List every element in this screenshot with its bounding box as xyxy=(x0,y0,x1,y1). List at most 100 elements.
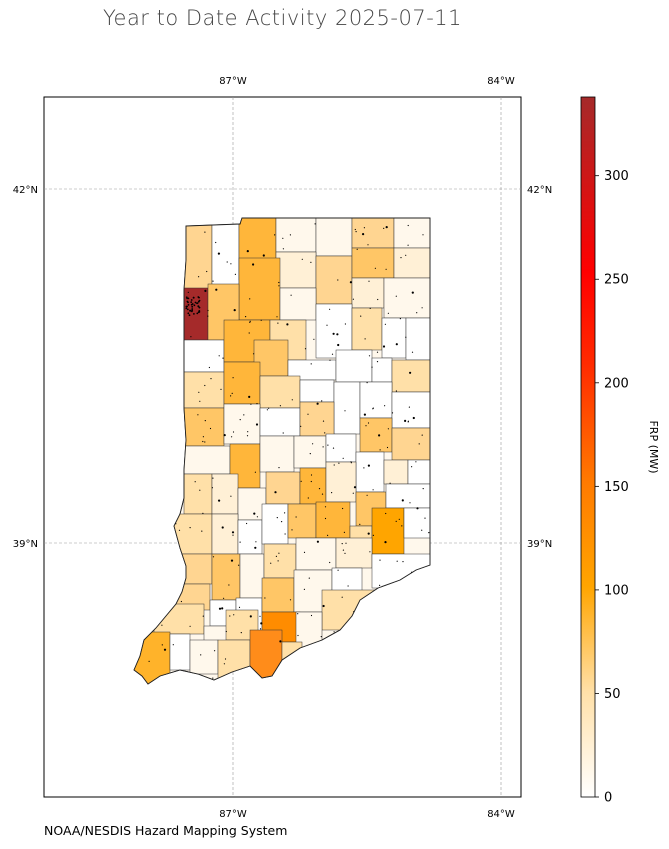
fire-point xyxy=(344,323,346,325)
fire-point xyxy=(395,295,397,297)
fire-point xyxy=(322,604,325,608)
fire-point xyxy=(260,319,262,321)
fire-point xyxy=(284,512,286,514)
fire-point xyxy=(230,559,234,562)
fire-point xyxy=(249,298,251,300)
fire-point xyxy=(190,303,193,306)
fire-point xyxy=(400,257,402,259)
fire-point xyxy=(329,561,331,564)
fire-point xyxy=(345,542,347,544)
fire-point xyxy=(197,414,199,416)
fire-point xyxy=(310,261,312,263)
lon-label-top-87: 87°W xyxy=(219,76,247,87)
fire-point xyxy=(238,564,240,566)
fire-point xyxy=(316,540,319,543)
fire-point xyxy=(187,304,190,306)
fire-point xyxy=(199,489,201,491)
fire-point xyxy=(332,447,335,449)
colorbar-tick-label: 300 xyxy=(604,169,629,184)
fire-point xyxy=(289,599,292,601)
fire-point xyxy=(327,444,329,446)
fire-point xyxy=(304,348,307,350)
fire-point xyxy=(224,658,227,660)
fire-point xyxy=(291,529,293,531)
fire-point xyxy=(369,551,371,553)
fire-point xyxy=(376,351,379,353)
fire-point xyxy=(202,615,204,617)
fire-point xyxy=(310,363,312,365)
fire-point xyxy=(202,440,204,443)
fire-point xyxy=(387,428,389,430)
fire-point xyxy=(372,408,374,410)
fire-point xyxy=(415,461,417,463)
fire-point xyxy=(282,248,284,250)
fire-point xyxy=(418,443,420,445)
lat-label-left-39: 39°N xyxy=(13,539,38,550)
fire-point xyxy=(230,395,232,397)
fire-point xyxy=(314,223,316,225)
fire-point xyxy=(193,304,196,307)
fire-point xyxy=(198,299,201,302)
fire-point xyxy=(307,497,309,499)
fire-point xyxy=(341,596,343,598)
fire-point xyxy=(341,543,343,545)
fire-point xyxy=(338,462,340,464)
fire-point xyxy=(399,318,401,320)
fire-point xyxy=(344,552,346,555)
fire-point xyxy=(312,443,314,445)
fire-point xyxy=(208,366,210,369)
fire-point xyxy=(276,316,278,318)
fire-point xyxy=(191,310,193,313)
fire-point xyxy=(202,512,204,515)
fire-point xyxy=(286,323,289,326)
fire-point xyxy=(354,228,356,231)
fire-point xyxy=(189,527,191,529)
fire-point xyxy=(233,614,235,616)
fire-point xyxy=(275,555,277,558)
fire-point xyxy=(255,541,257,543)
fire-point xyxy=(412,416,415,420)
fire-point xyxy=(352,298,354,300)
fire-point xyxy=(190,299,193,301)
fire-point xyxy=(175,523,177,525)
fire-point xyxy=(377,298,379,301)
fire-point xyxy=(204,384,206,387)
fire-point xyxy=(350,461,352,463)
state-border xyxy=(133,217,431,685)
colorbar-tick-label: 0 xyxy=(604,791,612,806)
fire-point xyxy=(353,486,357,489)
fire-point xyxy=(185,305,188,308)
fire-point xyxy=(228,584,230,586)
fire-point xyxy=(391,412,394,414)
fire-point xyxy=(189,309,192,312)
fire-point xyxy=(326,324,328,326)
fire-point xyxy=(282,432,284,434)
fire-point xyxy=(180,600,182,603)
fire-point xyxy=(384,405,386,407)
fire-point xyxy=(198,276,200,278)
fire-point xyxy=(331,492,333,494)
fire-point xyxy=(379,449,381,451)
lon-label-bottom-87: 87°W xyxy=(219,809,247,820)
fire-point xyxy=(300,480,302,482)
fire-point xyxy=(196,312,199,315)
fire-point xyxy=(248,395,251,398)
fire-point xyxy=(197,305,200,308)
fire-point xyxy=(249,320,251,322)
fire-point xyxy=(191,308,194,310)
fire-point xyxy=(246,435,249,437)
fire-point xyxy=(349,281,352,284)
fire-point xyxy=(230,495,232,497)
fire-point xyxy=(320,636,322,638)
fire-point xyxy=(234,273,236,275)
fire-point xyxy=(223,434,226,437)
fire-point xyxy=(186,308,189,311)
fire-point xyxy=(376,361,379,363)
fire-point xyxy=(211,487,213,489)
fire-point xyxy=(342,549,344,551)
fire-point xyxy=(333,464,335,466)
fire-point xyxy=(187,312,190,315)
fire-point xyxy=(256,403,258,405)
fire-point xyxy=(405,254,407,256)
